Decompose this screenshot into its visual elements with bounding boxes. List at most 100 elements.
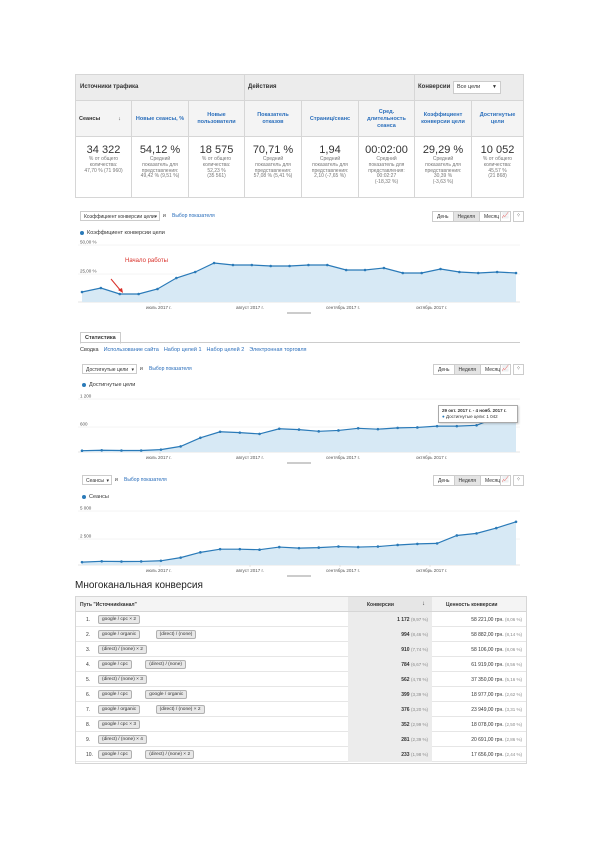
data-point[interactable]: [137, 292, 140, 296]
data-point[interactable]: [475, 532, 478, 535]
data-point[interactable]: [156, 287, 159, 291]
chart2-add-metric-link[interactable]: Выбор показателя: [149, 366, 192, 372]
conversions-select[interactable]: Все цели ▼: [453, 81, 501, 94]
col-duration-header[interactable]: Сред. длительность сеанса: [367, 108, 406, 129]
data-point[interactable]: [80, 449, 84, 453]
data-point[interactable]: [139, 449, 143, 452]
data-point[interactable]: [120, 560, 123, 563]
data-point[interactable]: [439, 267, 442, 271]
path-chip[interactable]: google / organic: [98, 705, 141, 714]
period-day-button[interactable]: День: [433, 212, 454, 221]
subtab-summary[interactable]: Сводка: [80, 347, 99, 353]
path-chip[interactable]: google / organic: [98, 630, 141, 639]
data-point[interactable]: [455, 424, 459, 428]
data-point[interactable]: [435, 424, 439, 428]
data-point[interactable]: [416, 426, 419, 429]
scatter-icon[interactable]: ⁘: [513, 364, 524, 375]
col-value-header[interactable]: Ценность конверсии: [446, 602, 498, 608]
col-pages-header[interactable]: Страниц/сеанс: [309, 115, 351, 122]
path-chip[interactable]: (direct) / (none) × 3: [98, 675, 147, 684]
path-chip[interactable]: (direct) / (none): [145, 660, 186, 669]
data-point[interactable]: [495, 270, 499, 274]
data-point[interactable]: [250, 263, 254, 267]
data-point[interactable]: [269, 264, 272, 268]
data-point[interactable]: [401, 271, 405, 275]
data-point[interactable]: [458, 270, 461, 274]
data-point[interactable]: [118, 292, 122, 296]
period-week-button[interactable]: Неделя: [454, 476, 481, 485]
data-point[interactable]: [476, 271, 480, 275]
data-point[interactable]: [363, 268, 367, 272]
data-point[interactable]: [376, 545, 380, 548]
data-point[interactable]: [120, 449, 123, 452]
sort-arrow-icon[interactable]: ↓: [422, 601, 425, 607]
data-point[interactable]: [199, 436, 202, 440]
data-point[interactable]: [376, 427, 380, 431]
period-month-button[interactable]: Месяц: [480, 212, 504, 221]
data-point[interactable]: [514, 520, 518, 524]
data-point[interactable]: [139, 560, 143, 563]
data-point[interactable]: [212, 261, 216, 265]
data-point[interactable]: [218, 430, 222, 434]
path-chip[interactable]: google / cpc: [98, 660, 132, 669]
data-point[interactable]: [277, 545, 281, 549]
col-conv-header[interactable]: Конверсии: [367, 602, 394, 608]
subtab-site-usage[interactable]: Использование сайта: [103, 347, 159, 353]
data-point[interactable]: [238, 431, 242, 434]
data-point[interactable]: [258, 432, 261, 436]
tab-statistics[interactable]: Статистика: [80, 332, 121, 344]
data-point[interactable]: [258, 548, 261, 552]
data-point[interactable]: [277, 427, 281, 431]
data-point[interactable]: [159, 448, 163, 451]
data-point[interactable]: [175, 276, 178, 280]
data-point[interactable]: [455, 534, 459, 537]
subtab-ecommerce[interactable]: Электронная торговля: [249, 347, 307, 353]
path-chip[interactable]: google / cpc: [98, 690, 132, 699]
subtab-goal-set-2[interactable]: Набор целей 2: [206, 347, 245, 353]
data-point[interactable]: [199, 551, 202, 554]
data-point[interactable]: [514, 271, 518, 275]
col-path-header[interactable]: Путь "Источник/канал": [80, 602, 137, 608]
chart2-metric-dropdown[interactable]: Достигнутые цели ▾: [82, 364, 137, 374]
line-chart-icon[interactable]: 📈: [500, 211, 511, 222]
period-week-button[interactable]: Неделя: [454, 365, 481, 374]
path-chip[interactable]: (direct) / (none) × 2: [155, 705, 205, 714]
path-chip[interactable]: google / organic: [145, 690, 188, 699]
data-point[interactable]: [297, 546, 301, 550]
scatter-icon[interactable]: ⁘: [513, 211, 524, 222]
chart-resize-handle[interactable]: [287, 462, 311, 464]
data-point[interactable]: [475, 423, 478, 427]
data-point[interactable]: [288, 264, 291, 268]
period-week-button[interactable]: Неделя: [453, 212, 480, 221]
path-chip[interactable]: (direct) / (none) × 2: [145, 750, 195, 759]
data-point[interactable]: [159, 559, 163, 563]
chart1-add-metric-link[interactable]: Выбор показателя: [172, 213, 215, 219]
chart3-add-metric-link[interactable]: Выбор показателя: [124, 477, 167, 483]
data-point[interactable]: [337, 429, 340, 432]
data-point[interactable]: [396, 543, 399, 547]
path-chip[interactable]: (direct) / (none): [155, 630, 197, 639]
data-point[interactable]: [307, 263, 310, 267]
data-point[interactable]: [179, 556, 182, 559]
data-point[interactable]: [356, 427, 360, 430]
col-new-sessions-header[interactable]: Новые сеансы, %: [135, 115, 185, 122]
data-point[interactable]: [297, 428, 301, 431]
data-point[interactable]: [99, 286, 103, 290]
line-chart-icon[interactable]: 📈: [500, 475, 511, 486]
data-point[interactable]: [80, 290, 84, 294]
data-point[interactable]: [317, 546, 321, 549]
data-point[interactable]: [494, 526, 498, 530]
chart3-metric-dropdown[interactable]: Сеансы ▾: [82, 475, 112, 485]
line-chart-icon[interactable]: 📈: [500, 364, 511, 375]
path-chip[interactable]: google / cpc: [98, 750, 132, 759]
path-chip[interactable]: google / cpc × 3: [98, 720, 141, 729]
col-goals-header[interactable]: Достигнутые цели: [479, 112, 516, 125]
sort-arrow-icon[interactable]: ↓: [118, 115, 121, 122]
data-point[interactable]: [396, 426, 399, 430]
chart-resize-handle[interactable]: [287, 575, 311, 577]
chart1-metric-dropdown[interactable]: Коэффициент конверсии цели ▾: [80, 211, 160, 221]
path-chip[interactable]: google / cpc × 2: [98, 615, 141, 624]
data-point[interactable]: [317, 430, 321, 433]
data-point[interactable]: [337, 545, 340, 548]
data-point[interactable]: [193, 270, 197, 274]
